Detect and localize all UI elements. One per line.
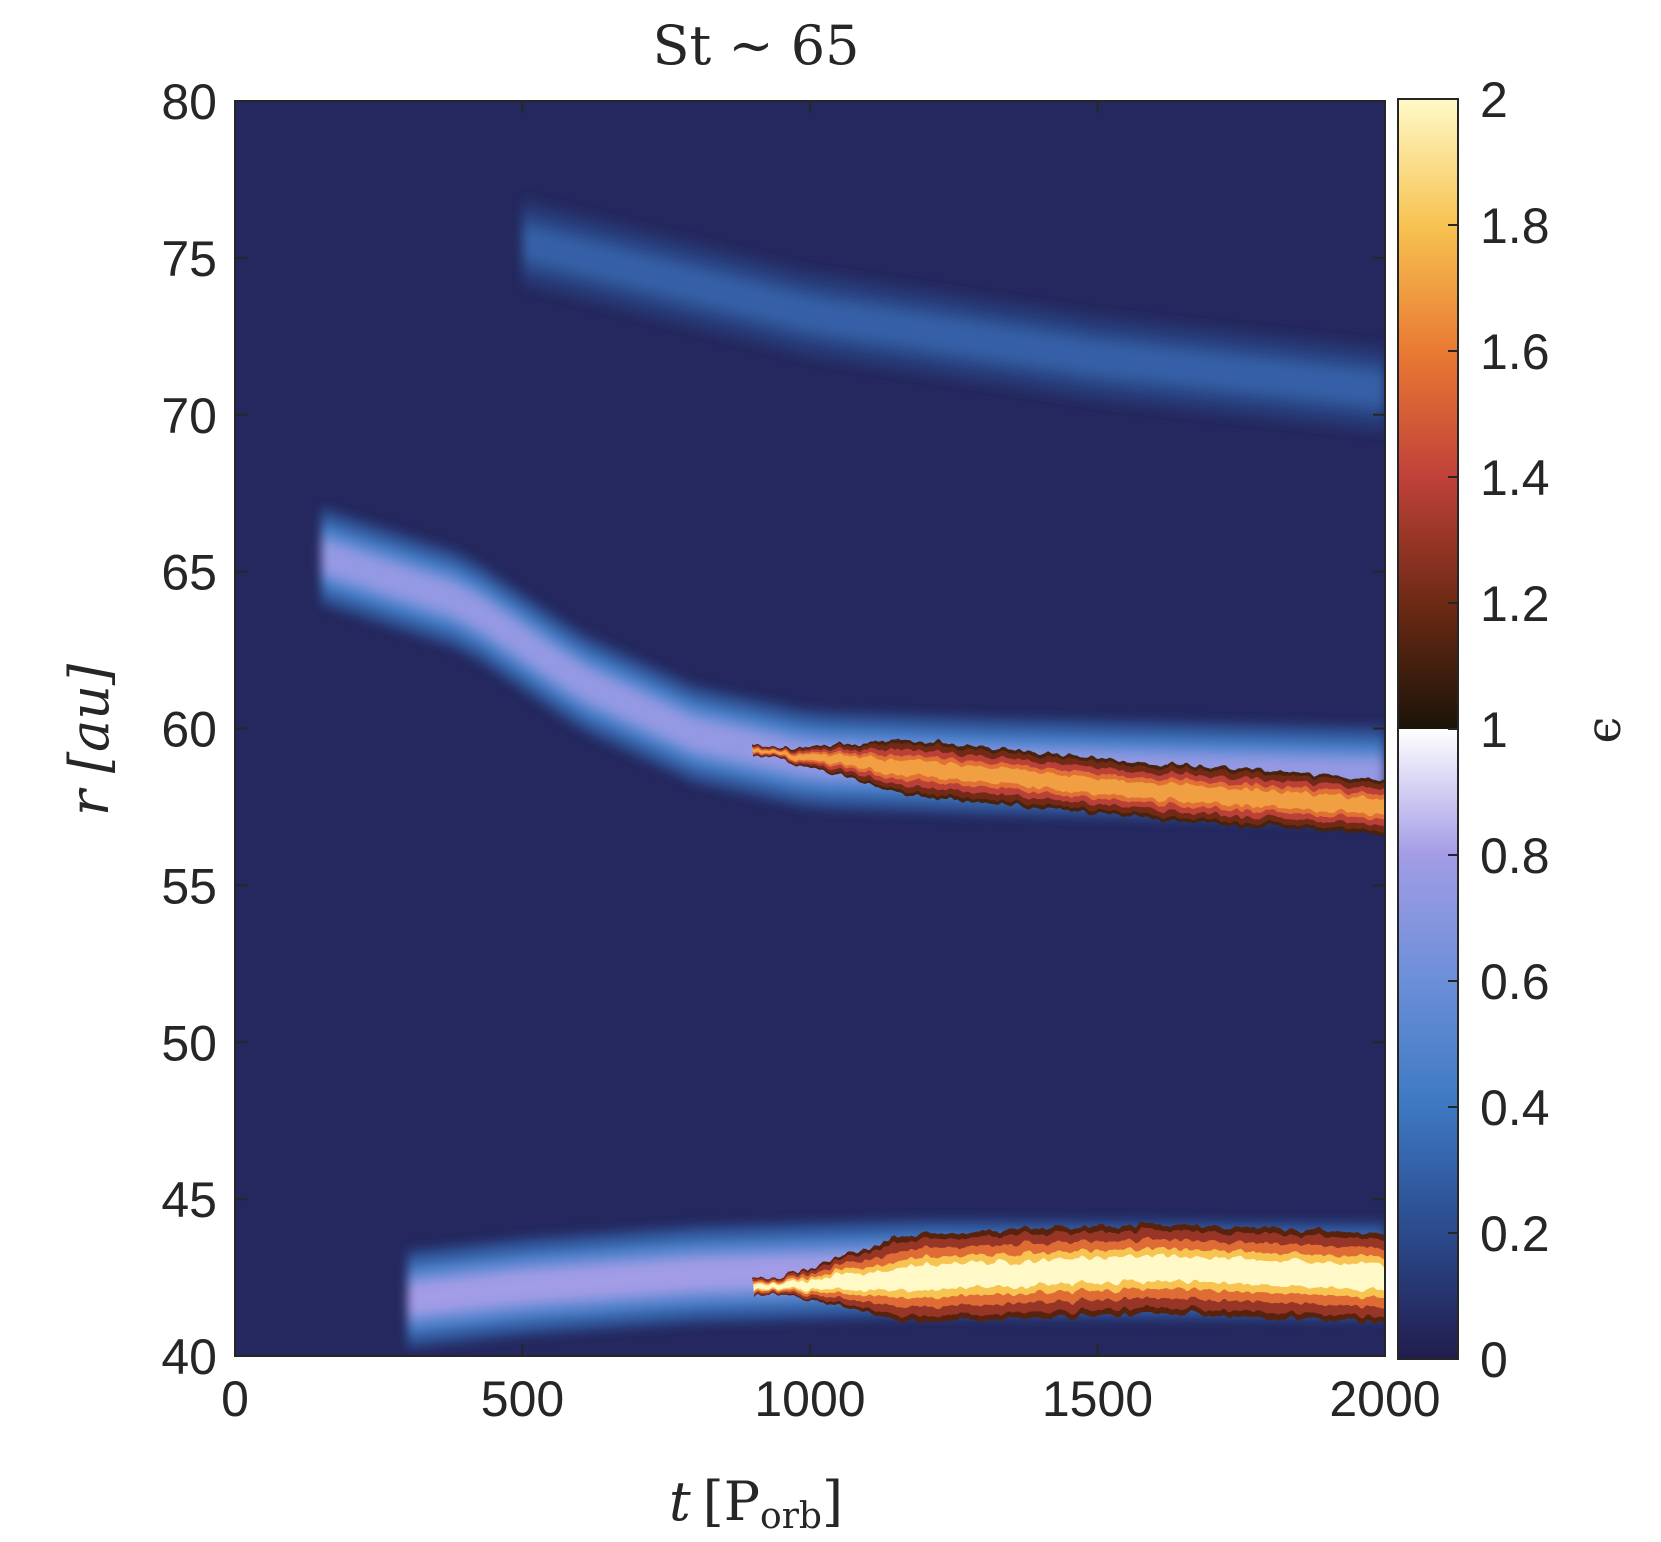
contour-level-4 <box>752 1255 1385 1291</box>
y-tick-label: 60 <box>161 702 217 758</box>
colorbar-tick-label: 0 <box>1480 1332 1508 1388</box>
x-axis-label: t [Porb] <box>669 1470 843 1537</box>
colorbar-tick-label: 1 <box>1480 702 1508 758</box>
contour-level-2 <box>321 522 1385 809</box>
contour-level-4 <box>321 541 1385 790</box>
feature-middle-ring-dense-core <box>752 740 1385 835</box>
feature-outer-ring <box>522 197 1385 435</box>
chart-title: St ∼ 65 <box>653 14 860 77</box>
y-tick-label: 40 <box>161 1329 217 1385</box>
x-axis-label-var: t <box>669 1470 691 1533</box>
colorbar-tick-label: 1.2 <box>1480 576 1550 632</box>
colorbar: 0 0.2 0.4 0.6 0.8 1 1.2 1.4 1.6 1.8 2 <box>1397 72 1550 1388</box>
colorbar-tick-label: 0.4 <box>1480 1080 1550 1136</box>
colorbar-label: ϵ <box>1576 717 1632 744</box>
y-axis-label: r [au] <box>58 663 121 816</box>
heatmap-layer <box>235 101 1385 1356</box>
colorbar-tick-label: 0.8 <box>1480 828 1550 884</box>
y-tick-label: 80 <box>161 74 217 130</box>
colorbar-tick-label: 2 <box>1480 72 1508 128</box>
x-tick-label: 0 <box>221 1371 249 1427</box>
x-tick-label: 500 <box>481 1371 564 1427</box>
y-tick-label: 55 <box>161 858 217 914</box>
colorbar-ticks: 0 0.2 0.4 0.6 0.8 1 1.2 1.4 1.6 1.8 2 <box>1448 72 1550 1388</box>
colorbar-upper-band <box>1398 99 1458 729</box>
colorbar-tick-label: 0.2 <box>1480 1206 1550 1262</box>
y-axis: 40 45 50 55 60 65 70 75 80 <box>161 74 1385 1385</box>
x-tick-label: 1000 <box>754 1371 865 1427</box>
colorbar-tick-label: 1.8 <box>1480 198 1550 254</box>
x-tick-label: 2000 <box>1329 1371 1440 1427</box>
colorbar-lower-band <box>1398 729 1458 1359</box>
y-tick-label: 45 <box>161 1172 217 1228</box>
x-axis-label-close: ] <box>822 1470 843 1533</box>
y-tick-label: 70 <box>161 388 217 444</box>
y-tick-label: 50 <box>161 1015 217 1071</box>
x-axis-label-sub: orb <box>760 1496 822 1537</box>
contour-level-4 <box>522 229 1385 403</box>
colorbar-tick-label: 0.6 <box>1480 954 1550 1010</box>
x-tick-label: 1500 <box>1042 1371 1153 1427</box>
contour-level-4 <box>752 748 1385 815</box>
y-tick-label: 75 <box>161 231 217 287</box>
colorbar-tick-label: 1.6 <box>1480 324 1550 380</box>
feature-inner-ring-dense-core <box>752 1223 1385 1323</box>
x-axis: 0 500 1000 1500 2000 <box>221 101 1441 1427</box>
colorbar-tick-label: 1.4 <box>1480 450 1550 506</box>
x-axis-label-unit: [P <box>703 1470 760 1533</box>
y-tick-label: 65 <box>161 545 217 601</box>
